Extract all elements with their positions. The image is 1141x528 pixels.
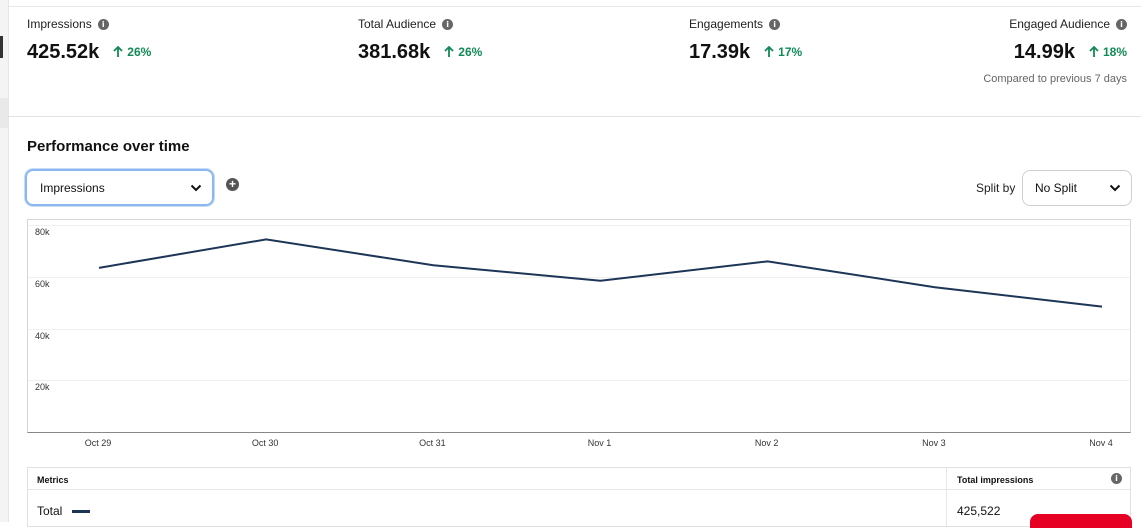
data-point[interactable] [263,236,269,242]
split-select-value: No Split [1035,181,1078,195]
arrow-up-icon [113,46,123,57]
data-point[interactable] [932,284,938,290]
x-tick-label: Nov 4 [1089,438,1113,448]
chart-plot [96,236,1105,310]
stat-engaged-audience: Engaged Audience i 14.99k 18% [1009,16,1127,64]
stat-total-audience: Total Audience i 381.68k 26% [358,16,482,64]
section-divider [8,116,1141,117]
split-select[interactable]: No Split [1022,170,1132,206]
top-divider [8,6,1141,7]
stat-value: 14.99k [1013,41,1075,63]
x-tick-label: Nov 3 [922,438,946,448]
stat-delta: 26% [444,45,482,59]
performance-title: Performance over time [27,138,190,155]
series-line-total [98,238,1103,308]
chevron-down-icon [1109,184,1121,192]
left-nav-strip [0,0,9,522]
table-header-divider [28,489,1130,490]
stat-delta-value: 26% [458,45,483,59]
y-tick-label: 60k [35,278,50,289]
stat-label: Engagements [689,17,764,31]
table-header-metrics: Metrics [37,475,69,485]
y-tick-label: 20k [35,382,50,393]
gridline [28,328,1130,330]
gridline [28,276,1130,278]
metrics-table: Metrics Total impressions i Total 425,52… [27,467,1131,527]
nav-marker [0,36,3,58]
stat-delta-value: 18% [1102,45,1127,59]
table-header-total: Total impressions [957,475,1034,485]
split-label: Split by [976,181,1016,195]
chevron-down-icon [190,184,202,191]
metric-select[interactable]: Impressions [25,169,214,206]
y-tick-label: 40k [35,330,50,341]
legend-swatch [72,509,91,513]
info-icon[interactable]: i [97,18,109,30]
x-tick-label: Oct 29 [84,438,112,448]
stat-delta-value: 26% [127,45,152,59]
stat-value: 381.68k [358,41,431,63]
arrow-up-icon [764,46,774,57]
stat-impressions: Impressions i 425.52k 26% [27,16,151,64]
info-icon[interactable]: i [442,18,454,30]
gridline [28,225,1130,227]
info-icon[interactable]: i [1116,18,1127,30]
action-button[interactable] [1030,514,1132,528]
metric-select-value: Impressions [40,180,105,195]
stat-delta-value: 17% [778,45,803,59]
y-tick-label: 80k [35,227,50,238]
x-tick-label: Oct 31 [419,438,446,448]
compare-note: Compared to previous 7 days [983,73,1127,85]
stat-value: 17.39k [689,41,751,63]
table-row: Total [37,504,91,518]
table-column-divider [946,468,947,526]
arrow-up-icon [1089,46,1099,57]
stat-value: 425.52k [27,41,100,63]
add-metric-icon[interactable]: + [226,178,239,191]
arrow-up-icon [444,46,454,57]
stat-delta: 26% [113,45,151,59]
row-label: Total [37,504,63,518]
x-tick-label: Nov 2 [754,438,779,448]
stat-label: Total Audience [358,17,437,31]
x-tick-label: Oct 30 [251,438,279,448]
stat-delta: 17% [764,45,802,59]
x-tick-label: Nov 1 [587,438,612,448]
stat-delta: 18% [1089,45,1127,59]
data-point[interactable] [96,265,102,271]
data-point[interactable] [765,258,771,264]
data-point[interactable] [430,262,436,268]
info-icon[interactable]: i [769,18,781,30]
stat-label: Engaged Audience [1009,17,1110,31]
performance-chart: 80k 60k 40k 20k [27,219,1131,433]
info-icon[interactable]: i [1111,473,1122,484]
nav-band [0,98,8,128]
data-point[interactable] [1099,304,1105,310]
data-point[interactable] [598,278,604,284]
stat-label: Impressions [27,17,92,31]
gridline [28,380,1130,382]
row-value: 425,522 [957,504,1001,518]
stat-engagements: Engagements i 17.39k 17% [689,16,802,64]
